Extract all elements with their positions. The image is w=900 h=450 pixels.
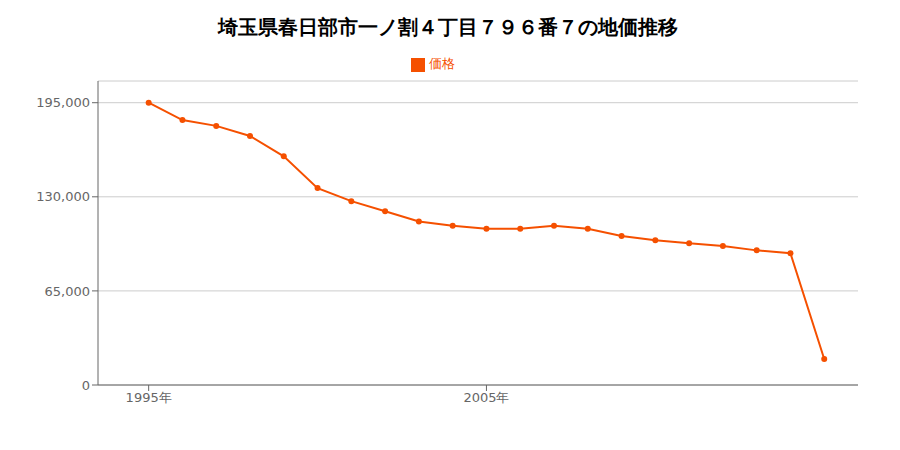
svg-text:195,000: 195,000 bbox=[36, 95, 90, 110]
svg-text:2005年: 2005年 bbox=[463, 390, 509, 405]
svg-text:65,000: 65,000 bbox=[45, 284, 91, 299]
html-text:埼玉県春日部市一ノ割４丁目７９６番７の地価推移: 埼玉県春日部市一ノ割４丁目７９６番７の地価推移 bbox=[218, 15, 678, 39]
html-text:価格: 価格 bbox=[429, 56, 455, 71]
svg-text:1995年: 1995年 bbox=[126, 390, 172, 405]
svg-text:0: 0 bbox=[82, 378, 90, 393]
svg-text:130,000: 130,000 bbox=[36, 189, 90, 204]
